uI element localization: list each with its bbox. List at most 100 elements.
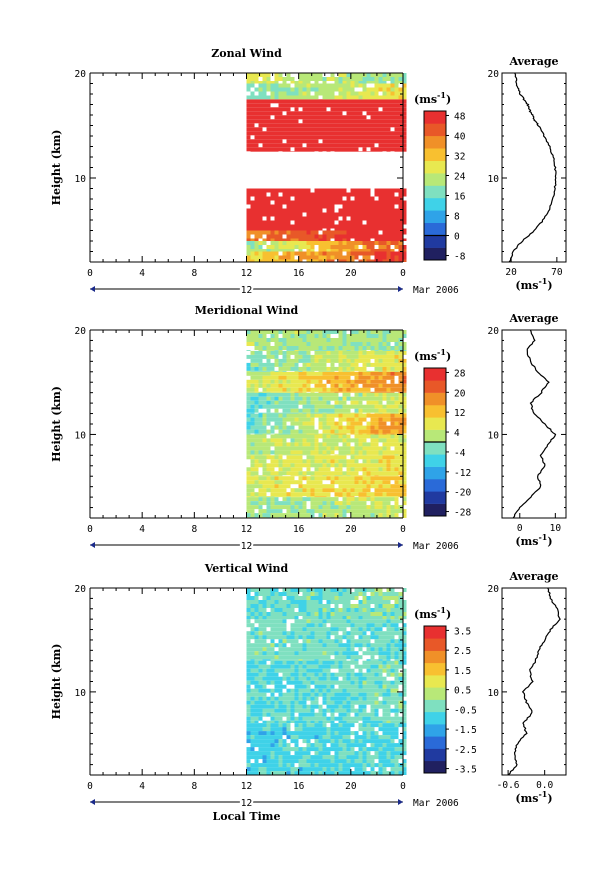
heatmap-cell [366, 413, 371, 418]
heatmap-cell [362, 505, 367, 510]
heatmap-cell [354, 480, 359, 485]
heatmap-cell [394, 259, 399, 262]
heatmap-cell [310, 119, 315, 124]
heatmap-cell [282, 346, 287, 350]
heatmap-cell [290, 330, 295, 334]
heatmap-cell [318, 387, 323, 392]
heatmap-cell [386, 751, 391, 756]
heatmap-cell [282, 228, 287, 231]
heatmap-cell [294, 228, 299, 231]
colorbar-label: 4 [454, 428, 460, 439]
heatmap-cell [322, 471, 327, 476]
heatmap-cell [342, 224, 347, 229]
heatmap-cell [278, 338, 283, 342]
heatmap-cell [382, 759, 387, 764]
heatmap-cell [342, 751, 347, 756]
heatmap-cell [398, 446, 403, 451]
heatmap-cell [374, 501, 379, 506]
heatmap-cell [310, 342, 315, 346]
heatmap-cell [302, 767, 307, 772]
heatmap-cell [398, 147, 403, 152]
heatmap-cell [330, 429, 335, 434]
heatmap-cell [262, 73, 267, 77]
heatmap-cell [366, 131, 371, 136]
heatmap-cell [322, 350, 327, 351]
heatmap-cell [298, 676, 303, 681]
heatmap-cell [250, 241, 255, 245]
heatmap-cell [326, 192, 331, 197]
heatmap-cell [270, 688, 275, 693]
heatmap-cell [350, 660, 355, 665]
heatmap-cell [398, 467, 403, 472]
heatmap-cell [358, 119, 363, 124]
heatmap-cell [302, 672, 307, 677]
heatmap-cell [390, 346, 395, 350]
heatmap-cell [386, 467, 391, 472]
heatmap-cell [394, 467, 399, 472]
heatmap-cell [278, 708, 283, 713]
heatmap-cell [386, 330, 391, 334]
heatmap-cell [394, 731, 399, 736]
heatmap-cell [334, 704, 339, 709]
heatmap-cell [310, 115, 315, 120]
heatmap-cell [334, 131, 339, 136]
heatmap-cell [370, 660, 375, 665]
heatmap-cell [314, 220, 319, 225]
heatmap-cell [298, 501, 303, 506]
heatmap-cell [342, 484, 347, 489]
heatmap-cell [354, 107, 359, 112]
heatmap-cell [322, 103, 327, 108]
heatmap-cell [254, 81, 259, 84]
heatmap-cell [326, 459, 331, 464]
heatmap-cell [350, 747, 355, 752]
heatmap-cell [274, 763, 279, 768]
heatmap-cell [326, 425, 331, 430]
heatmap-cell [286, 123, 291, 128]
heatmap-cell [342, 739, 347, 744]
heatmap-cell [334, 471, 339, 476]
heatmap-cell [302, 383, 307, 388]
heatmap-cell [310, 471, 315, 476]
heatmap-cell [282, 362, 287, 367]
heatmap-cell [286, 708, 291, 713]
heatmap-cell [286, 200, 291, 205]
heatmap-cell [306, 342, 311, 346]
heatmap-cell [250, 404, 255, 409]
heatmap-cell [370, 708, 375, 713]
heatmap-cell [342, 354, 347, 359]
heatmap-cell [274, 107, 279, 112]
heatmap-cell [302, 224, 307, 229]
heatmap-cell [334, 505, 339, 510]
heatmap-cell [294, 497, 299, 502]
heatmap-cell [290, 249, 295, 252]
heatmap-cell [370, 759, 375, 764]
heatmap-cell [366, 234, 371, 239]
heatmap-cell [314, 400, 319, 405]
heatmap-cell [278, 692, 283, 697]
heatmap-cell [358, 131, 363, 136]
heatmap-cell [270, 735, 275, 740]
heatmap-cell [366, 400, 371, 405]
heatmap-cell [394, 366, 399, 371]
heatmap-cell [250, 501, 255, 506]
heatmap-cell [346, 747, 351, 752]
colorbar-segment [424, 405, 446, 418]
heatmap-cell [366, 338, 371, 342]
heatmap-cell [326, 208, 331, 213]
heatmap-cell [318, 455, 323, 460]
heatmap-cell [386, 513, 391, 518]
heatmap-cell [250, 259, 255, 262]
heatmap-cell [254, 241, 259, 245]
heatmap-cell [350, 751, 355, 756]
heatmap-cell [322, 484, 327, 489]
heatmap-cell [354, 99, 359, 104]
heatmap-cell [306, 350, 311, 351]
date-label: Mar 2006 [413, 541, 459, 552]
heatmap-cell [250, 660, 255, 665]
heatmap-cell [350, 496, 355, 498]
heatmap-cell [310, 509, 315, 514]
heatmap-cell [302, 751, 307, 756]
heatmap-cell [286, 224, 291, 229]
heatmap-cell [330, 99, 335, 104]
heatmap-cell [362, 350, 367, 351]
